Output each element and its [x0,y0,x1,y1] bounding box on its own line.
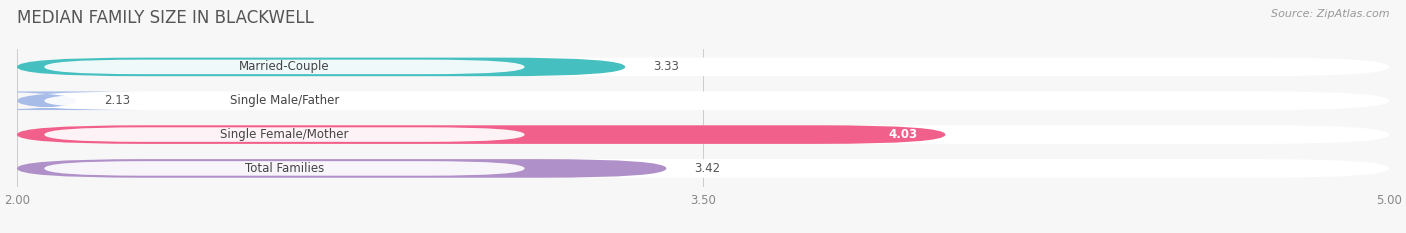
Text: MEDIAN FAMILY SIZE IN BLACKWELL: MEDIAN FAMILY SIZE IN BLACKWELL [17,9,314,27]
Text: Source: ZipAtlas.com: Source: ZipAtlas.com [1271,9,1389,19]
Text: 4.03: 4.03 [889,128,918,141]
FancyBboxPatch shape [0,91,142,110]
Text: Single Male/Father: Single Male/Father [229,94,339,107]
FancyBboxPatch shape [45,93,524,108]
FancyBboxPatch shape [17,125,1389,144]
FancyBboxPatch shape [45,127,524,142]
FancyBboxPatch shape [45,60,524,74]
Text: Married-Couple: Married-Couple [239,60,330,73]
FancyBboxPatch shape [17,91,1389,110]
Text: 3.42: 3.42 [693,162,720,175]
Text: 2.13: 2.13 [104,94,129,107]
FancyBboxPatch shape [17,159,666,178]
FancyBboxPatch shape [17,159,1389,178]
Text: 3.33: 3.33 [652,60,679,73]
Text: Single Female/Mother: Single Female/Mother [221,128,349,141]
FancyBboxPatch shape [17,58,626,76]
Text: Total Families: Total Families [245,162,325,175]
FancyBboxPatch shape [17,58,1389,76]
FancyBboxPatch shape [17,125,945,144]
FancyBboxPatch shape [45,161,524,176]
